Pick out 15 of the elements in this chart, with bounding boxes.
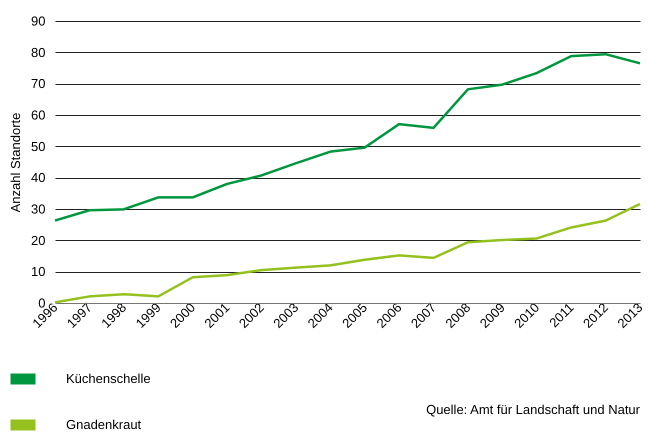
y-tick-label: 80	[31, 44, 46, 60]
y-tick-label: 40	[31, 170, 46, 186]
legend-label: Küchenschelle	[66, 371, 151, 386]
source-note: Quelle: Amt für Landschaft und Natur	[426, 402, 641, 417]
y-tick-label: 70	[31, 76, 46, 92]
y-axis-title: Anzahl Standorte	[8, 112, 24, 212]
line-series	[54, 52, 642, 222]
y-tick-label: 30	[31, 202, 46, 216]
y-tick-label: 50	[31, 138, 46, 154]
y-tick-label: 20	[31, 232, 46, 248]
y-tick-label: 90	[31, 14, 46, 28]
y-tick-label: 60	[31, 108, 46, 122]
line-series	[54, 202, 642, 304]
legend-label: Gnadenkraut	[66, 417, 142, 432]
y-tick-label: 10	[31, 264, 46, 280]
